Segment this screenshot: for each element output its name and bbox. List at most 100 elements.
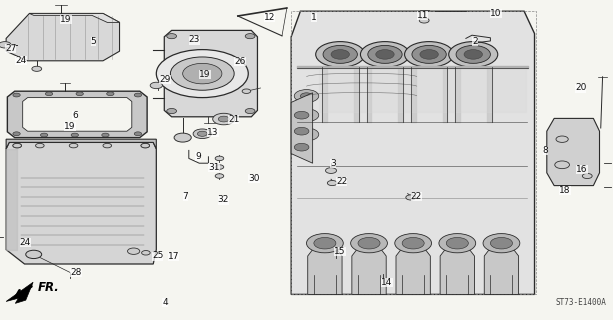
Circle shape	[45, 92, 53, 96]
Circle shape	[331, 50, 349, 59]
Circle shape	[193, 129, 211, 139]
Text: ST73-E1400A: ST73-E1400A	[556, 298, 607, 307]
Circle shape	[13, 143, 21, 148]
Circle shape	[395, 234, 432, 253]
Circle shape	[412, 45, 446, 63]
Polygon shape	[308, 250, 342, 294]
Circle shape	[71, 133, 78, 137]
Polygon shape	[484, 250, 519, 294]
Circle shape	[167, 34, 177, 39]
Circle shape	[439, 234, 476, 253]
Text: 30: 30	[248, 174, 260, 183]
Text: 19: 19	[64, 122, 76, 131]
Text: 24: 24	[20, 238, 31, 247]
Circle shape	[449, 42, 498, 67]
Circle shape	[294, 90, 319, 102]
Circle shape	[215, 156, 224, 161]
Text: 27: 27	[5, 44, 17, 53]
Text: 14: 14	[381, 278, 393, 287]
Circle shape	[483, 234, 520, 253]
Text: 1: 1	[311, 13, 317, 22]
Circle shape	[26, 250, 42, 259]
Circle shape	[245, 34, 255, 39]
Text: 21: 21	[228, 115, 240, 124]
Text: 28: 28	[70, 268, 82, 277]
Circle shape	[141, 143, 150, 148]
Polygon shape	[23, 98, 132, 131]
Circle shape	[134, 93, 142, 97]
Text: 32: 32	[218, 196, 229, 204]
Text: 8: 8	[543, 146, 548, 155]
Circle shape	[13, 93, 20, 97]
Circle shape	[294, 109, 319, 122]
Circle shape	[368, 45, 402, 63]
Circle shape	[402, 237, 424, 249]
Circle shape	[76, 92, 83, 96]
Polygon shape	[7, 91, 147, 138]
Polygon shape	[291, 11, 535, 294]
Polygon shape	[6, 13, 120, 61]
Circle shape	[156, 50, 248, 98]
Circle shape	[294, 128, 319, 141]
Text: 19: 19	[199, 70, 211, 79]
Circle shape	[197, 131, 207, 136]
Circle shape	[314, 237, 336, 249]
Text: 5: 5	[91, 37, 96, 46]
Circle shape	[446, 237, 468, 249]
Text: 16: 16	[576, 165, 588, 174]
Circle shape	[167, 108, 177, 114]
Circle shape	[323, 45, 357, 63]
Circle shape	[326, 168, 337, 173]
Text: 2: 2	[472, 37, 478, 46]
Text: 24: 24	[15, 56, 26, 65]
Text: 31: 31	[208, 163, 220, 172]
Circle shape	[294, 127, 309, 135]
Circle shape	[582, 173, 592, 179]
Text: 20: 20	[575, 84, 587, 92]
Circle shape	[294, 143, 309, 151]
Circle shape	[555, 161, 569, 169]
Circle shape	[141, 143, 150, 148]
Polygon shape	[291, 93, 313, 163]
Circle shape	[300, 112, 313, 118]
Circle shape	[215, 174, 224, 178]
Circle shape	[300, 131, 313, 138]
Circle shape	[36, 143, 44, 148]
Circle shape	[134, 132, 142, 136]
Text: 29: 29	[159, 75, 171, 84]
Circle shape	[490, 237, 512, 249]
Circle shape	[103, 143, 112, 148]
Circle shape	[215, 165, 224, 169]
Circle shape	[419, 18, 429, 23]
Polygon shape	[547, 118, 600, 186]
Polygon shape	[6, 142, 156, 264]
Circle shape	[107, 92, 114, 96]
Polygon shape	[352, 250, 386, 294]
Circle shape	[13, 143, 21, 148]
Text: 22: 22	[336, 177, 347, 186]
Text: 19: 19	[60, 15, 72, 24]
Bar	[291, 11, 536, 294]
Circle shape	[327, 180, 337, 186]
Text: 26: 26	[234, 57, 246, 66]
Text: 15: 15	[334, 247, 346, 256]
Circle shape	[69, 143, 78, 148]
Circle shape	[142, 251, 150, 255]
Text: 23: 23	[189, 36, 200, 44]
Circle shape	[13, 132, 20, 136]
Circle shape	[245, 108, 255, 114]
Polygon shape	[29, 13, 120, 22]
Circle shape	[306, 234, 343, 253]
Text: 25: 25	[152, 252, 164, 260]
Text: 9: 9	[195, 152, 200, 161]
Circle shape	[102, 133, 109, 137]
Circle shape	[294, 111, 309, 119]
Circle shape	[464, 50, 482, 59]
Circle shape	[0, 42, 11, 48]
Circle shape	[32, 66, 42, 71]
Circle shape	[358, 237, 380, 249]
Circle shape	[456, 45, 490, 63]
Text: 3: 3	[330, 159, 335, 168]
Circle shape	[351, 234, 387, 253]
Circle shape	[420, 50, 438, 59]
